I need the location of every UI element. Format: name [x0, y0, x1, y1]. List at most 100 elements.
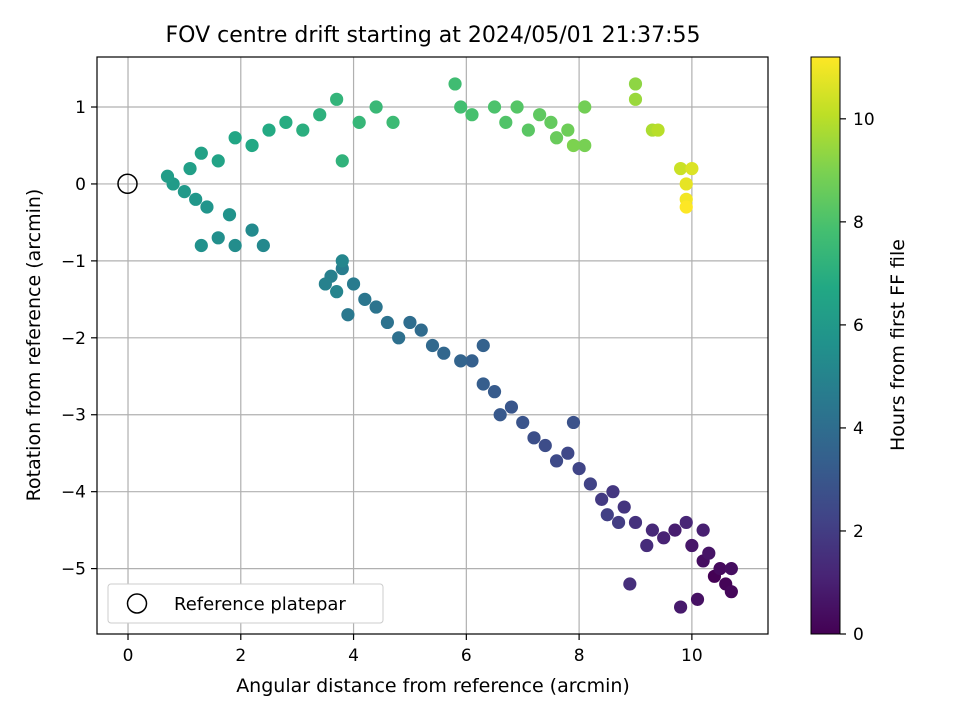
data-point — [538, 438, 552, 453]
legend-label: Reference platepar — [174, 594, 346, 615]
data-point — [544, 115, 558, 129]
data-point — [561, 446, 575, 460]
data-point — [476, 377, 490, 391]
y-tick-label: 1 — [75, 98, 86, 118]
data-point — [679, 200, 693, 214]
data-point — [679, 515, 693, 530]
data-point — [724, 562, 738, 576]
scatter-points — [160, 77, 738, 614]
y-tick-label: −5 — [61, 560, 86, 580]
legend-marker — [126, 593, 148, 614]
y-tick-label: 0 — [75, 175, 86, 195]
data-point — [330, 285, 344, 299]
data-point — [392, 331, 406, 345]
data-point — [510, 100, 524, 114]
colorbar-tick-label: 6 — [853, 316, 864, 336]
x-tick-label: 10 — [681, 646, 703, 666]
data-point — [504, 400, 519, 414]
reference-marker — [117, 173, 138, 195]
data-point — [645, 523, 660, 537]
data-point — [341, 308, 355, 322]
data-point — [628, 515, 643, 530]
data-point — [279, 115, 293, 129]
data-point — [194, 238, 208, 253]
data-point — [628, 92, 643, 106]
data-point — [713, 562, 727, 576]
colorbar-tick-label: 2 — [853, 522, 864, 542]
data-point — [724, 585, 738, 599]
data-point — [549, 131, 564, 145]
data-point — [437, 346, 451, 360]
data-point — [685, 538, 699, 553]
data-point — [296, 123, 310, 137]
data-point — [346, 277, 361, 291]
x-tick-label: 8 — [574, 646, 585, 666]
data-point — [578, 100, 592, 114]
data-point — [668, 523, 682, 537]
data-point — [403, 315, 417, 330]
data-point — [380, 315, 394, 330]
legend-box — [107, 583, 384, 624]
data-point — [516, 415, 530, 430]
data-point — [521, 123, 535, 137]
data-point — [600, 508, 614, 522]
data-point — [679, 177, 693, 191]
data-point — [595, 492, 609, 506]
y-tick-label: −1 — [61, 252, 86, 272]
data-point — [583, 477, 597, 491]
data-point — [465, 354, 479, 368]
data-point — [487, 100, 502, 114]
colorbar-label: Hours from first FF file — [887, 239, 909, 451]
data-point — [386, 115, 400, 129]
data-point — [454, 100, 468, 114]
data-point — [566, 415, 581, 430]
data-point — [606, 485, 620, 499]
data-point — [487, 385, 502, 399]
legend: Reference platepar — [107, 583, 384, 624]
data-point — [222, 208, 237, 222]
data-point — [194, 146, 208, 160]
data-point — [245, 223, 259, 237]
data-point — [211, 154, 225, 168]
data-point — [572, 461, 586, 476]
grid — [97, 57, 768, 634]
chart-title: FOV centre drift starting at 2024/05/01 … — [166, 23, 701, 48]
data-point — [465, 108, 479, 122]
x-tick-label: 6 — [461, 646, 472, 666]
x-tick-label: 4 — [348, 646, 359, 666]
data-point — [617, 500, 631, 514]
colorbar: 0 2 4 6 8 10 Hours from first FF file — [810, 56, 909, 645]
data-point — [454, 354, 468, 368]
data-point — [228, 131, 242, 145]
data-point — [561, 123, 575, 137]
data-point — [674, 161, 688, 176]
data-point — [448, 77, 462, 91]
data-point — [189, 192, 203, 206]
data-point — [228, 238, 242, 253]
colorbar-ticks: 0 2 4 6 8 10 — [840, 110, 875, 645]
data-point — [414, 323, 428, 337]
plot-frame — [96, 56, 769, 635]
data-point — [160, 169, 175, 183]
data-point — [352, 115, 366, 129]
data-point — [685, 161, 699, 176]
data-point — [628, 77, 643, 91]
x-tick-label: 0 — [123, 646, 134, 666]
data-point — [702, 546, 716, 560]
data-point — [369, 300, 383, 314]
data-point — [651, 123, 665, 137]
colorbar-tick-label: 8 — [853, 213, 864, 233]
data-point — [330, 92, 344, 106]
x-axis-label: Angular distance from reference (arcmin) — [236, 675, 630, 697]
y-tick-label: −4 — [61, 483, 86, 503]
data-point — [177, 185, 191, 199]
data-point — [335, 254, 349, 268]
data-point — [358, 292, 372, 306]
y-axis-ticks: −5 −4 −3 −2 −1 0 1 — [61, 98, 97, 580]
x-axis-ticks: 0 2 4 6 8 10 — [123, 634, 703, 666]
data-point — [690, 592, 705, 606]
data-point — [256, 238, 270, 253]
data-point — [623, 577, 637, 591]
data-point — [578, 138, 592, 153]
